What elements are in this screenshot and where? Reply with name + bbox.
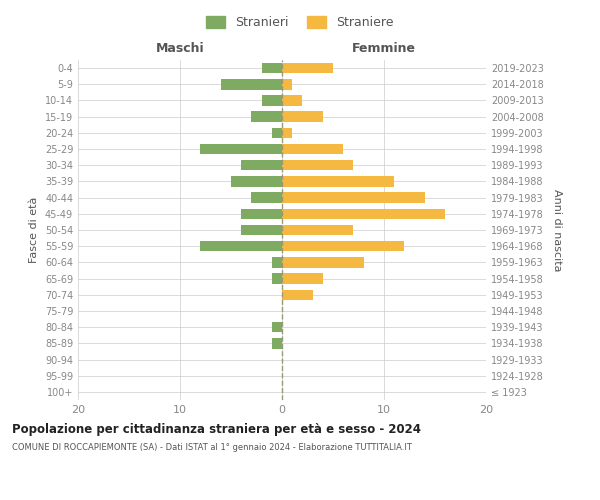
Text: Popolazione per cittadinanza straniera per età e sesso - 2024: Popolazione per cittadinanza straniera p… (12, 422, 421, 436)
Bar (282, 274, 323, 284)
Bar (282, 176, 394, 186)
Bar (272, 128, 282, 138)
Bar (251, 112, 282, 122)
Bar (241, 160, 282, 170)
Bar (262, 95, 282, 106)
Bar (282, 208, 445, 219)
Bar (282, 144, 343, 154)
Y-axis label: Anni di nascita: Anni di nascita (552, 188, 562, 271)
Bar (251, 192, 282, 203)
Bar (200, 144, 282, 154)
Bar (221, 79, 282, 90)
Text: Maschi: Maschi (155, 42, 205, 55)
Bar (231, 176, 282, 186)
Bar (282, 112, 323, 122)
Bar (241, 208, 282, 219)
Bar (200, 241, 282, 252)
Bar (272, 338, 282, 348)
Y-axis label: Fasce di età: Fasce di età (29, 197, 39, 263)
Bar (282, 257, 364, 268)
Bar (241, 224, 282, 235)
Bar (282, 160, 353, 170)
Bar (282, 79, 292, 90)
Bar (282, 290, 313, 300)
Text: Femmine: Femmine (352, 42, 416, 55)
Legend: Stranieri, Straniere: Stranieri, Straniere (202, 11, 398, 34)
Bar (282, 95, 302, 106)
Bar (272, 274, 282, 284)
Bar (282, 128, 292, 138)
Text: COMUNE DI ROCCAPIEMONTE (SA) - Dati ISTAT al 1° gennaio 2024 - Elaborazione TUTT: COMUNE DI ROCCAPIEMONTE (SA) - Dati ISTA… (12, 442, 412, 452)
Bar (282, 63, 333, 74)
Bar (262, 63, 282, 74)
Bar (282, 224, 353, 235)
Bar (272, 322, 282, 332)
Bar (272, 257, 282, 268)
Bar (282, 241, 404, 252)
Bar (282, 192, 425, 203)
